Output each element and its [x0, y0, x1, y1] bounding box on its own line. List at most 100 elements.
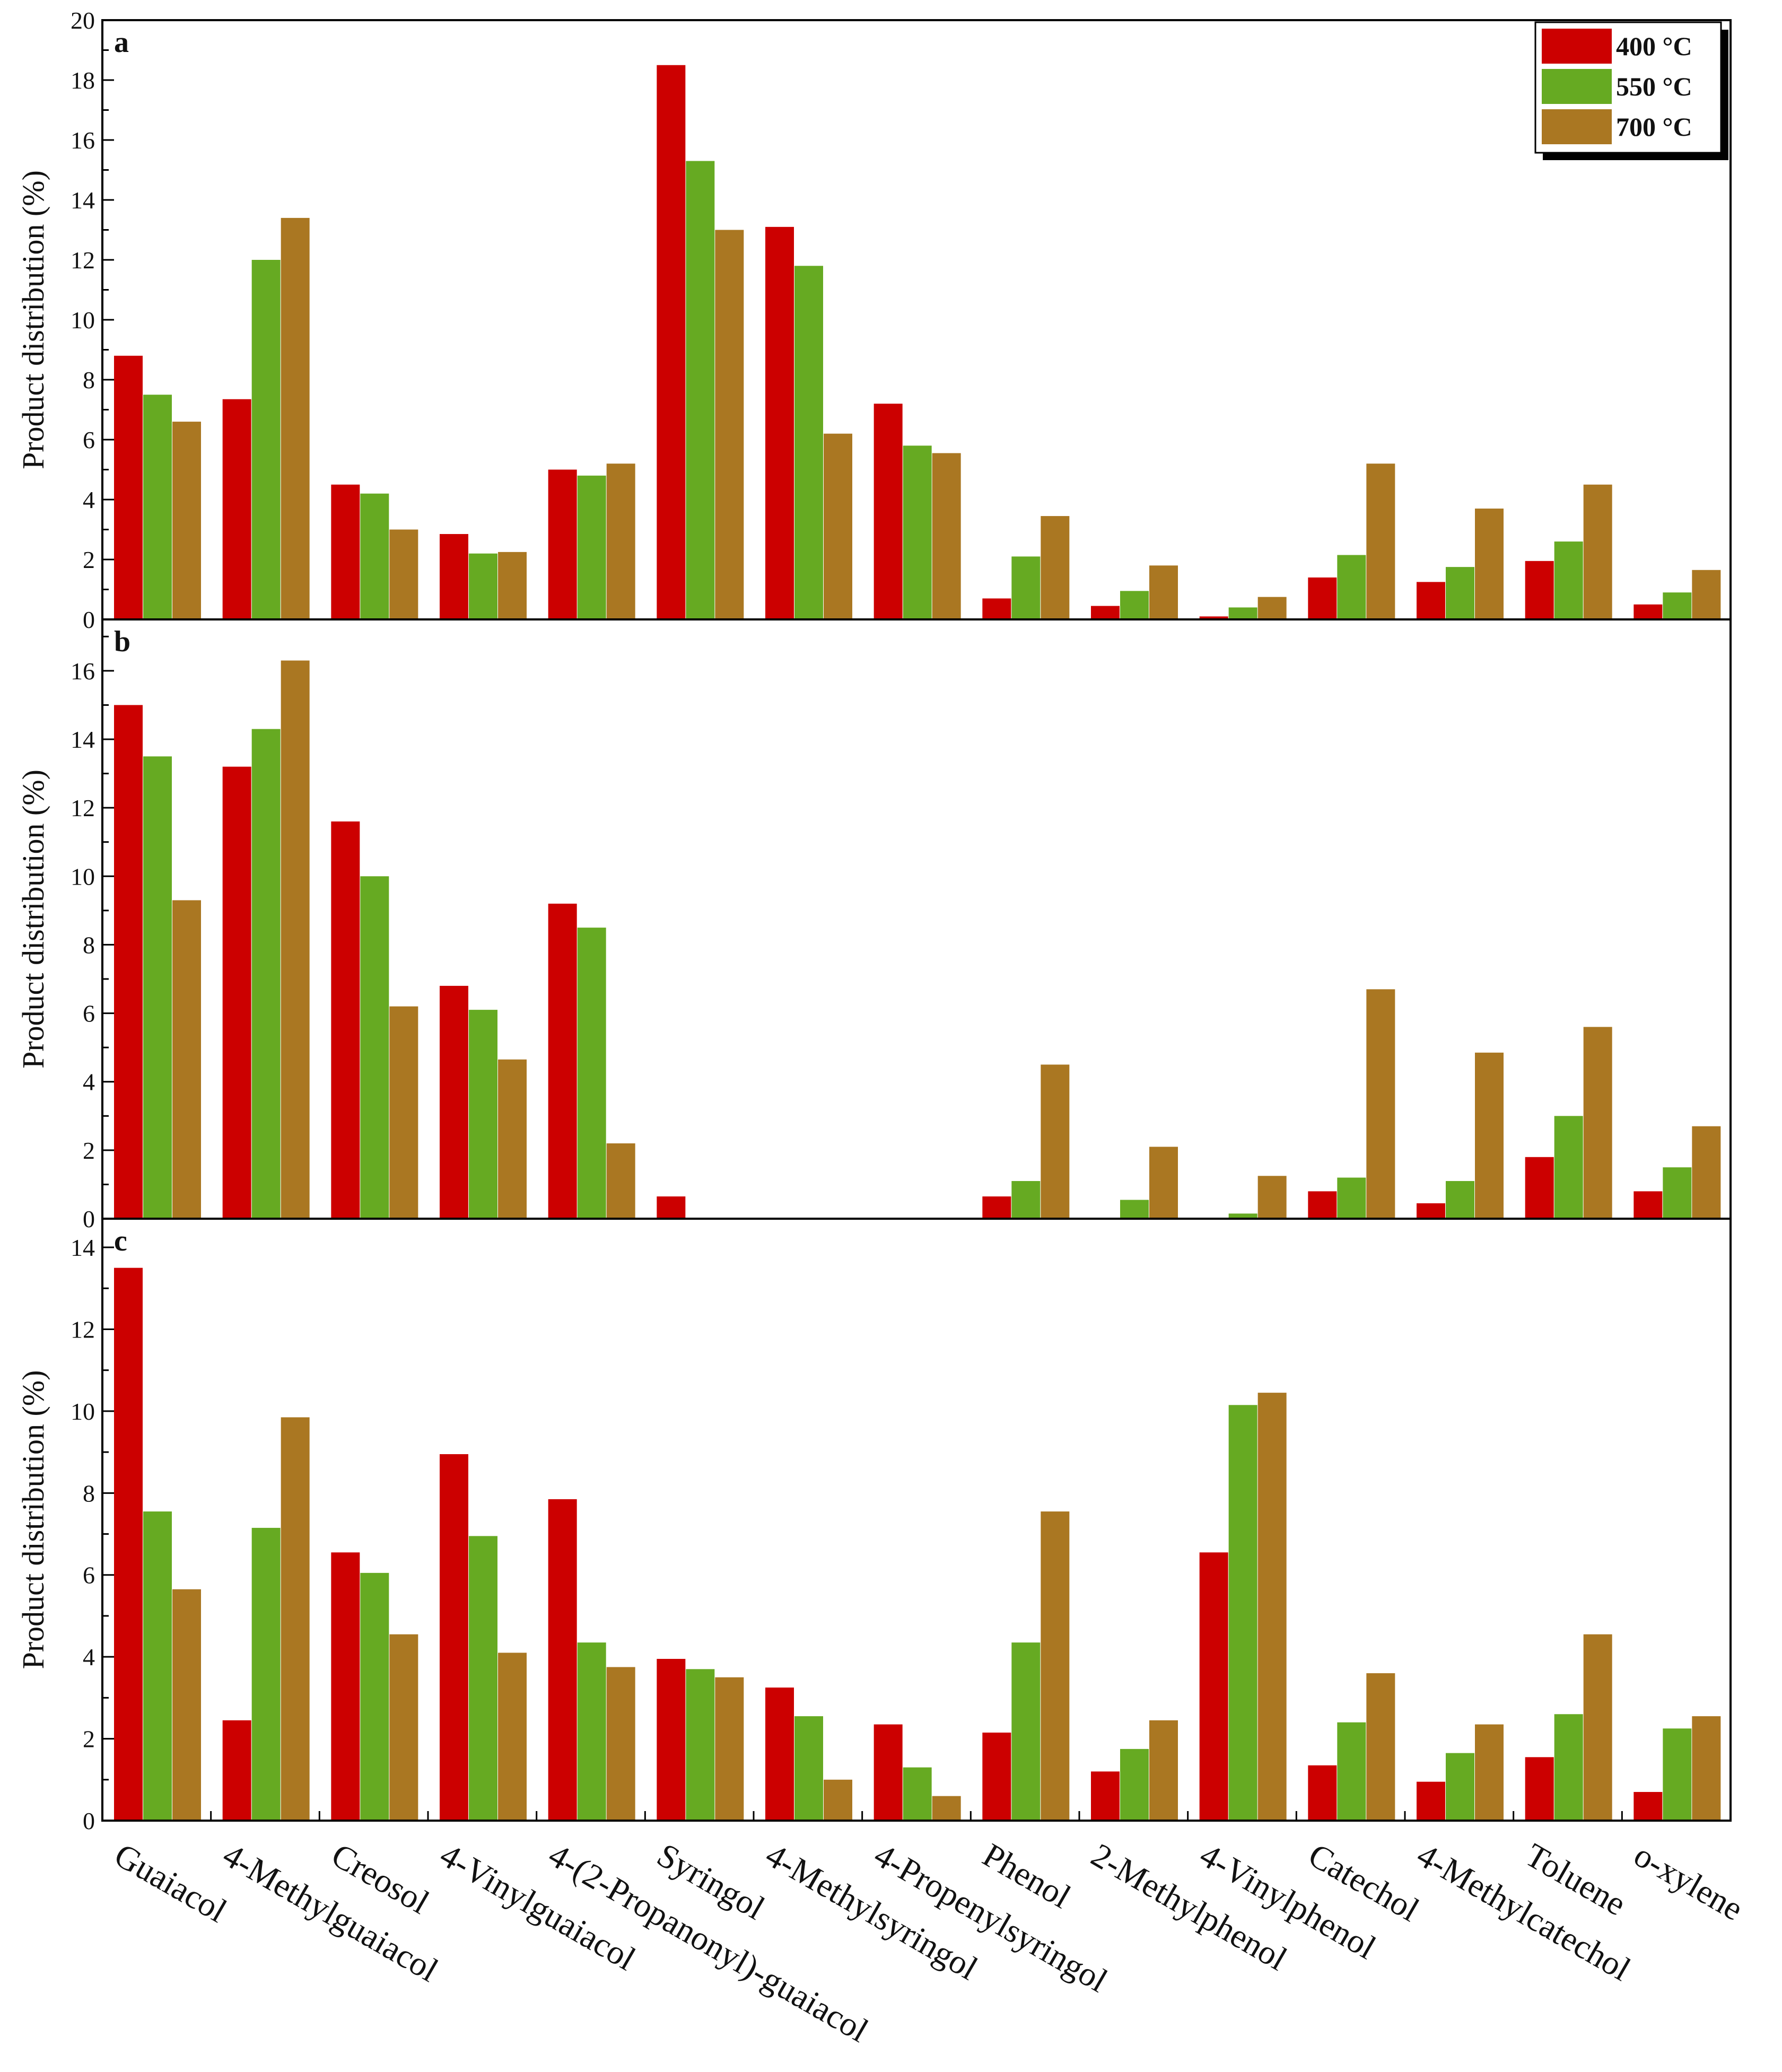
bar-b-400-c-o-xylene — [1634, 1191, 1663, 1219]
y-tick-label-b: 0 — [83, 1205, 95, 1232]
bar-a-400-c-4-2-propanonyl-guaiacol — [548, 469, 577, 619]
panel-letter-b: b — [114, 625, 130, 658]
bar-a-400-c-creosol — [331, 484, 360, 619]
bar-a-700-c-4-vinylphenol — [1257, 597, 1287, 619]
bar-c-400-c-4-vinylguaiacol — [440, 1454, 468, 1821]
bar-c-400-c-2-methylphenol — [1091, 1771, 1120, 1821]
bar-a-400-c-syringol — [657, 65, 686, 619]
legend-swatch-700-c — [1542, 109, 1612, 144]
bar-b-700-c-4-methylcatechol — [1475, 1052, 1504, 1219]
y-tick-label-b: 16 — [71, 658, 95, 685]
bar-c-550-c-4-vinylguaiacol — [469, 1536, 497, 1821]
legend-label-700-c: 700 °C — [1616, 112, 1692, 142]
panel-b: 0 2 4 6 8 10 12 14 16 Product distribution (%) b — [16, 618, 1732, 1232]
bar-a-700-c-phenol — [1041, 516, 1070, 619]
panel-letter-c: c — [114, 1225, 127, 1257]
bar-a-400-c-4-vinylphenol — [1199, 616, 1228, 619]
bar-b-550-c-4-methylcatechol — [1446, 1181, 1474, 1219]
bar-c-550-c-4-2-propanonyl-guaiacol — [577, 1642, 606, 1821]
bar-b-700-c-o-xylene — [1692, 1126, 1721, 1219]
bar-a-400-c-4-methylcatechol — [1417, 582, 1445, 619]
bar-a-700-c-4-vinylguaiacol — [498, 552, 527, 619]
bar-c-550-c-2-methylphenol — [1120, 1748, 1149, 1821]
bar-c-400-c-4-propenylsyringol — [873, 1724, 903, 1821]
bar-c-550-c-creosol — [360, 1572, 389, 1821]
bar-b-400-c-4-vinylguaiacol — [440, 985, 468, 1219]
bar-c-700-c-4-vinylguaiacol — [498, 1653, 527, 1821]
bar-b-550-c-o-xylene — [1663, 1167, 1692, 1219]
bar-a-700-c-4-methylguaiacol — [281, 217, 310, 619]
bar-b-550-c-phenol — [1011, 1181, 1041, 1219]
bar-a-700-c-4-methylcatechol — [1475, 508, 1504, 619]
panel-c: 0 2 4 6 8 10 12 14 Product distribution (%) c — [16, 1218, 1732, 1834]
bar-a-700-c-2-methylphenol — [1149, 565, 1178, 619]
y-tick-label-b: 4 — [83, 1069, 95, 1096]
bar-c-400-c-4-methylsyringol — [765, 1688, 794, 1821]
y-tick-label-a: 6 — [83, 426, 95, 453]
bar-c-550-c-4-propenylsyringol — [903, 1767, 932, 1821]
bar-a-700-c-syringol — [715, 230, 744, 619]
bar-c-400-c-4-methylguaiacol — [222, 1720, 251, 1821]
y-tick-label-b: 6 — [83, 1000, 95, 1027]
bar-a-550-c-4-2-propanonyl-guaiacol — [577, 475, 606, 619]
bar-a-550-c-4-methylguaiacol — [251, 260, 281, 619]
bar-c-550-c-guaiacol — [143, 1511, 172, 1821]
y-tick-label-b: 8 — [83, 931, 95, 958]
bar-a-550-c-4-vinylguaiacol — [469, 553, 497, 619]
bar-a-550-c-creosol — [360, 493, 389, 619]
panel-letter-a: a — [114, 26, 129, 59]
y-axis-title-a: Product distribution (%) — [16, 170, 50, 469]
bar-c-400-c-creosol — [331, 1552, 360, 1821]
bar-a-700-c-creosol — [389, 529, 418, 619]
bar-c-550-c-phenol — [1011, 1642, 1041, 1821]
bar-a-550-c-4-methylcatechol — [1446, 567, 1474, 619]
legend-swatch-550-c — [1542, 69, 1612, 104]
bar-b-700-c-catechol — [1366, 989, 1395, 1219]
bar-b-550-c-4-vinylguaiacol — [469, 1010, 497, 1219]
legend-label-400-c: 400 °C — [1616, 31, 1692, 61]
legend-swatch-400-c — [1542, 29, 1612, 64]
bar-a-400-c-4-vinylguaiacol — [440, 534, 468, 619]
bar-c-550-c-syringol — [686, 1669, 715, 1821]
y-tick-label-a: 4 — [83, 486, 95, 513]
y-tick-label-c: 10 — [71, 1398, 95, 1425]
bar-c-400-c-4-vinylphenol — [1199, 1552, 1228, 1821]
y-tick-label-c: 6 — [83, 1562, 95, 1589]
bar-a-550-c-4-vinylphenol — [1228, 607, 1257, 619]
bar-b-550-c-2-methylphenol — [1120, 1200, 1149, 1219]
bar-a-550-c-o-xylene — [1663, 592, 1692, 619]
bar-b-700-c-toluene — [1583, 1027, 1612, 1219]
bar-a-700-c-o-xylene — [1692, 570, 1721, 619]
bar-a-700-c-catechol — [1366, 464, 1395, 619]
bar-b-700-c-phenol — [1041, 1064, 1070, 1219]
y-tick-label-b: 12 — [71, 794, 95, 821]
bar-b-400-c-syringol — [657, 1196, 686, 1219]
bar-a-700-c-4-propenylsyringol — [932, 453, 961, 619]
bar-a-400-c-phenol — [982, 598, 1011, 619]
bar-a-700-c-guaiacol — [172, 422, 201, 619]
y-tick-label-a: 20 — [71, 7, 95, 34]
bar-b-550-c-4-2-propanonyl-guaiacol — [577, 928, 606, 1219]
bar-a-550-c-4-propenylsyringol — [903, 445, 932, 619]
y-tick-label-c: 12 — [71, 1316, 95, 1343]
panel-frame-c — [101, 1218, 1732, 1822]
bar-b-400-c-phenol — [982, 1196, 1011, 1219]
bar-c-400-c-o-xylene — [1634, 1791, 1663, 1821]
y-axis-title-b: Product distribution (%) — [16, 770, 50, 1069]
bar-c-550-c-o-xylene — [1663, 1728, 1692, 1821]
bar-c-700-c-syringol — [715, 1677, 744, 1821]
bar-a-700-c-4-2-propanonyl-guaiacol — [606, 464, 635, 619]
bar-b-400-c-4-methylguaiacol — [222, 766, 251, 1219]
y-tick-label-a: 8 — [83, 366, 95, 394]
bar-a-550-c-2-methylphenol — [1120, 591, 1149, 619]
bar-a-400-c-guaiacol — [114, 355, 143, 619]
bar-b-400-c-guaiacol — [114, 705, 143, 1219]
y-tick-label-c: 2 — [83, 1726, 95, 1753]
y-tick-label-a: 16 — [71, 127, 95, 154]
bar-b-550-c-catechol — [1337, 1177, 1366, 1219]
y-tick-label-a: 18 — [71, 67, 95, 94]
bar-c-550-c-toluene — [1554, 1714, 1583, 1821]
y-tick-label-c: 8 — [83, 1480, 95, 1507]
y-tick-label-c: 14 — [71, 1234, 95, 1261]
